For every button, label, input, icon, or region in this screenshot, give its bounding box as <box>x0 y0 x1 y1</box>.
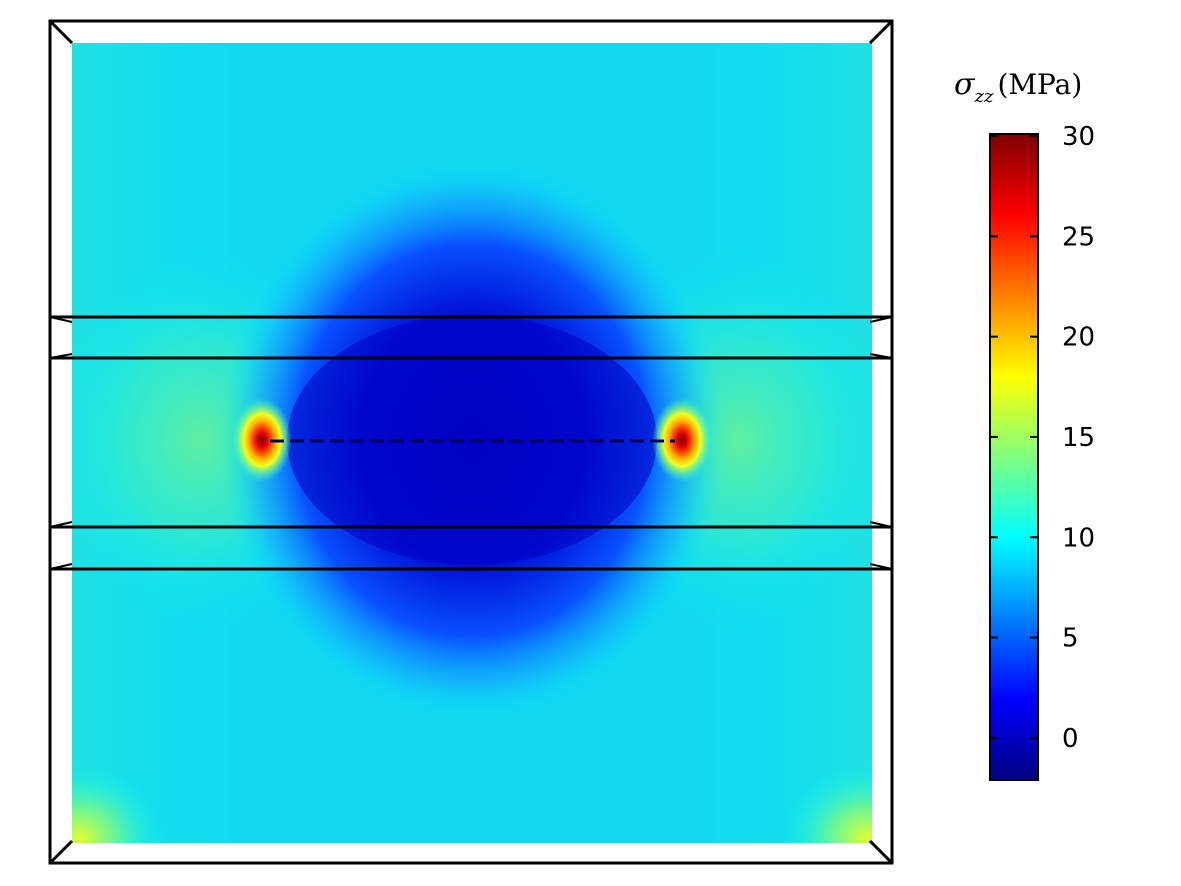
colorbar-unit: (MPa) <box>997 68 1082 101</box>
layer-tick-marks <box>49 316 893 570</box>
frame-outer <box>48 19 894 865</box>
colorbar-tick-label: 20 <box>1062 323 1095 353</box>
colorbar-title: σzz (MPa) <box>954 67 1082 107</box>
frame-corner-bl <box>48 839 74 865</box>
colorbar-subscript: zz <box>973 86 993 107</box>
colorbar-gradient <box>989 133 1039 781</box>
colorbar-ticks: 0 5 10 15 20 25 30 <box>990 122 1095 754</box>
crack-tip-left <box>232 398 292 482</box>
colorbar-symbol: σ <box>954 67 976 102</box>
colorbar-tick-label: 10 <box>1062 523 1095 553</box>
crack-tip-right <box>652 398 712 482</box>
frame-corner-br <box>868 839 894 865</box>
colorbar: σzz (MPa) 0 5 10 15 20 25 30 <box>954 67 1095 781</box>
corner-bottom-right <box>781 763 872 843</box>
frame-corner-tr <box>868 19 894 45</box>
wireframe-box <box>48 19 894 865</box>
corner-bottom-left <box>72 763 165 843</box>
colorbar-tick-label: 15 <box>1062 423 1095 453</box>
stress-field-map <box>72 43 872 843</box>
colorbar-tick-label: 30 <box>1062 122 1095 152</box>
colorbar-tick-label: 25 <box>1062 222 1095 252</box>
frame-corner-tl <box>48 19 74 45</box>
colorbar-tick-label: 5 <box>1062 624 1079 654</box>
colorbar-tick-label: 0 <box>1062 724 1079 754</box>
